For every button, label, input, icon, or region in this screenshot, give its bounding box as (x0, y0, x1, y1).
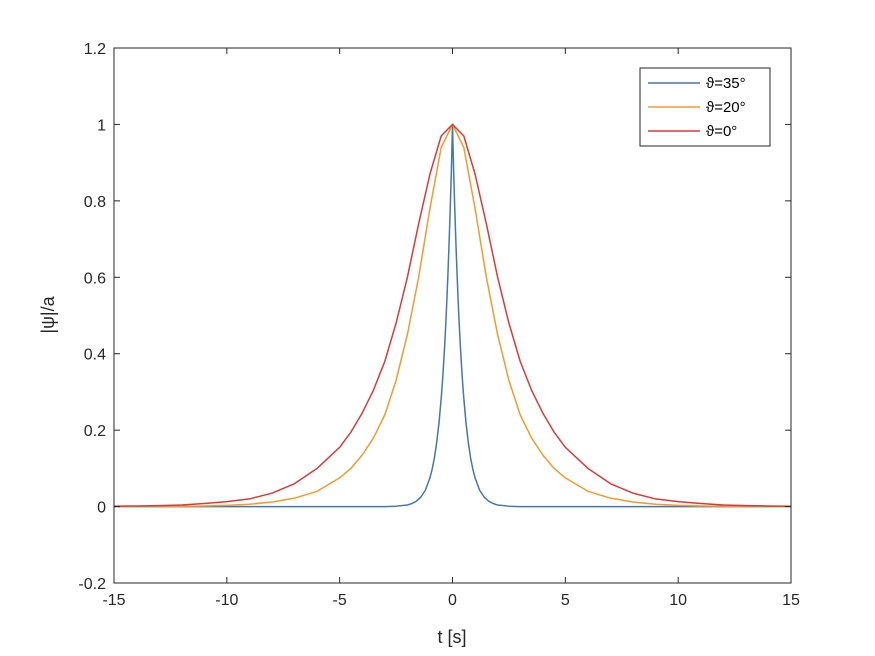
series-layer (113, 123, 792, 508)
y-tick-label: 1 (97, 117, 106, 134)
x-tick-label: 0 (448, 592, 457, 609)
y-axis-title: |ψ|/a (38, 295, 58, 333)
x-tick-label: 10 (669, 592, 687, 609)
y-tick-label: 0 (97, 500, 106, 517)
x-tick-label: 15 (782, 592, 800, 609)
y-tick-label: 0.2 (84, 423, 106, 440)
y-tick-label: 1.2 (84, 41, 106, 58)
x-tick-label: -10 (215, 592, 238, 609)
tick-layer: -15 -10 -5 0 5 10 15 -0.2 0 0.2 0.4 0.6 0.8 1 1.2 (78, 41, 800, 609)
legend-label-0: ϑ=35° (706, 75, 746, 92)
legend-label-1: ϑ=20° (706, 99, 746, 116)
x-axis-title: t [s] (437, 627, 466, 647)
x-tick-label: -15 (102, 592, 125, 609)
y-tick-label: 0.4 (84, 347, 106, 364)
x-tick-label: 5 (561, 592, 570, 609)
legend: ϑ=35° ϑ=20° ϑ=0° (639, 67, 771, 147)
y-tick-label: -0.2 (78, 576, 106, 593)
y-tick-label: 0.6 (84, 270, 106, 287)
series-line-2 (113, 123, 792, 507)
x-tick-label: -5 (333, 592, 347, 609)
legend-label-2: ϑ=0° (706, 123, 737, 140)
y-tick-label: 0.8 (84, 194, 106, 211)
